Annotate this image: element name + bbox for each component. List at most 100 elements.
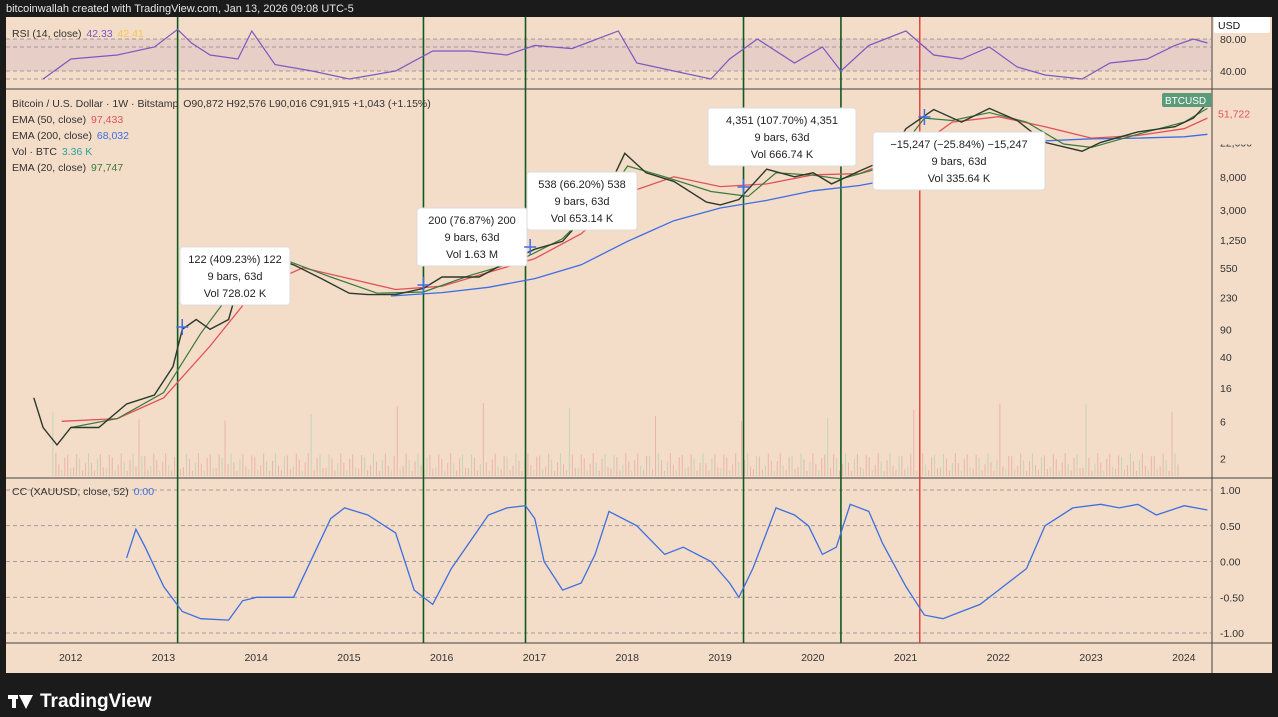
- volume-bar: [411, 470, 413, 476]
- volume-bar: [996, 459, 998, 476]
- price-tag-placeholder-bg[interactable]: [1214, 128, 1270, 145]
- volume-bar: [1177, 464, 1179, 476]
- currency-tag-bg[interactable]: [1214, 17, 1270, 33]
- annotation-box[interactable]: [526, 171, 638, 231]
- volume-bar: [663, 470, 665, 476]
- volume-bar: [1162, 453, 1164, 476]
- volume-bar: [1061, 462, 1063, 476]
- volume-bar: [940, 467, 942, 476]
- volume-bar: [928, 470, 930, 476]
- volume-bar: [797, 466, 799, 476]
- volume-bar: [212, 467, 214, 476]
- ema20-legend[interactable]: EMA (20, close) 97,747: [12, 162, 125, 174]
- price-tick-label: 8,000: [1220, 172, 1246, 184]
- last-price-tag[interactable]: 51,722: [1218, 108, 1250, 120]
- annotation-box[interactable]: [179, 246, 291, 306]
- volume-bar: [275, 453, 277, 476]
- volume-bar: [503, 455, 505, 476]
- volume-bar: [815, 463, 817, 476]
- volume-bar: [925, 464, 927, 476]
- volume-bar: [913, 409, 915, 476]
- volume-bar: [1115, 468, 1117, 476]
- volume-bar: [551, 459, 553, 476]
- chart-area[interactable]: 80.0040.001.000.500.00-0.50-1.0022,0008,…: [6, 17, 1272, 673]
- volume-bar: [1156, 469, 1158, 476]
- volume-bar: [1040, 456, 1042, 476]
- volume-bar: [791, 455, 793, 476]
- volume-bar: [705, 463, 707, 476]
- ema200-line: [390, 133, 1208, 297]
- ema50-legend[interactable]: EMA (50, close) 97,433: [12, 114, 125, 126]
- volume-bar: [67, 454, 69, 476]
- annotation-box[interactable]: [707, 107, 857, 167]
- volume-bar: [803, 459, 805, 476]
- volume-bar: [408, 460, 410, 476]
- volume-bar: [669, 453, 671, 476]
- volume-bar: [619, 470, 621, 476]
- volume-bar: [438, 454, 440, 476]
- volume-bar: [640, 465, 642, 476]
- volume-bar: [1037, 469, 1039, 476]
- annotation-text: Vol 335.64 K: [928, 173, 991, 185]
- symbol-label[interactable]: Bitcoin / U.S. Dollar · 1W · Bitstamp: [12, 98, 179, 110]
- annotation-text: 9 bars, 63d: [554, 196, 609, 208]
- annotation-box[interactable]: [872, 131, 1046, 191]
- volume-bar: [188, 459, 190, 476]
- price-tick-label: 16: [1220, 383, 1232, 395]
- volume-bar: [643, 469, 645, 476]
- volume-bar: [901, 455, 903, 476]
- annotation-text: 9 bars, 63d: [931, 156, 986, 168]
- time-tick-label: 2023: [1079, 652, 1103, 664]
- volume-bar: [942, 454, 944, 476]
- volume-bar: [1064, 453, 1066, 476]
- annotation-text: 122 (409.23%) 122: [188, 254, 282, 266]
- price-tick-label: 550: [1220, 263, 1238, 275]
- cc-legend: CC (XAUUSD, close, 52) 0.00: [12, 486, 156, 498]
- volume-bar: [565, 470, 567, 476]
- cc-value: 0.00: [133, 486, 155, 498]
- volume-bar: [545, 466, 547, 476]
- volume-bar: [652, 469, 654, 476]
- last-price-tag-bg[interactable]: [1214, 105, 1270, 122]
- volume-bar: [598, 470, 600, 476]
- volume-bar: [1085, 404, 1087, 476]
- price-tick-label: 230: [1220, 292, 1238, 304]
- volume-bar: [738, 462, 740, 476]
- volume-legend[interactable]: Vol · BTC 3.36 K: [12, 146, 94, 158]
- volume-bar: [764, 465, 766, 476]
- annotation-text: 200 (76.87%) 200: [428, 215, 515, 227]
- volume-bar: [818, 470, 820, 476]
- cc-line: [125, 503, 1208, 621]
- volume-bar: [809, 462, 811, 476]
- volume-bar: [696, 470, 698, 476]
- ema200-legend[interactable]: EMA (200, close) 68,032: [12, 130, 131, 142]
- volume-bar: [334, 470, 336, 476]
- volume-bar: [589, 463, 591, 476]
- volume-bar: [242, 453, 244, 476]
- volume-bar: [165, 453, 167, 476]
- annotation-box[interactable]: [416, 207, 528, 267]
- chart-canvas[interactable]: 80.0040.001.000.500.00-0.50-1.0022,0008,…: [6, 17, 1272, 673]
- volume-bar: [467, 468, 469, 476]
- volume-bar: [586, 470, 588, 476]
- volume-bar: [699, 462, 701, 476]
- volume-bar: [476, 470, 478, 476]
- volume-bar: [1049, 466, 1051, 476]
- volume-bar: [1097, 453, 1099, 476]
- volume-bar: [892, 465, 894, 476]
- volume-bar: [355, 467, 357, 476]
- volume-bar: [254, 456, 256, 476]
- volume-bar: [1132, 461, 1134, 476]
- currency-tag[interactable]: USD: [1218, 20, 1241, 32]
- volume-bar: [1055, 459, 1057, 476]
- rsi-band: [6, 39, 1212, 71]
- volume-bar: [1082, 467, 1084, 476]
- volume-bar: [286, 455, 288, 476]
- volume-bar: [144, 456, 146, 476]
- volume-bar: [331, 458, 333, 476]
- volume-bar: [1032, 453, 1034, 476]
- volume-bar: [1171, 411, 1173, 476]
- volume-bar: [1103, 470, 1105, 476]
- ohlc-values: O90,872 H92,576 L90,016 C91,915 +1,043 (…: [183, 98, 431, 110]
- volume-bar: [352, 454, 354, 476]
